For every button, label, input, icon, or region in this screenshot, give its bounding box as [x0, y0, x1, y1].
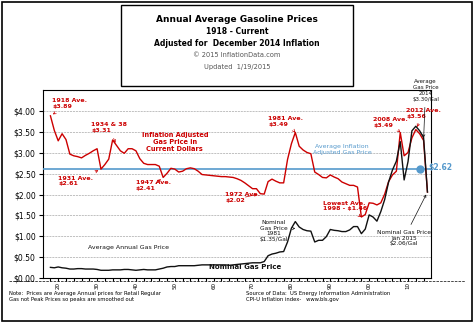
Text: Nominal
Gas Price
1981
$1.35/Gal: Nominal Gas Price 1981 $1.35/Gal	[260, 220, 294, 242]
Text: Lowest Ave.
1998 - $1.46: Lowest Ave. 1998 - $1.46	[322, 201, 367, 216]
Text: 2012 Ave.
$3.56: 2012 Ave. $3.56	[406, 108, 441, 126]
Text: Updated  1/19/2015: Updated 1/19/2015	[204, 64, 270, 70]
Text: Nominal Gas Price
Jan 2015
$2.06/Gal: Nominal Gas Price Jan 2015 $2.06/Gal	[377, 195, 431, 246]
Text: Average
Gas Price
2014
$3.30/Gal: Average Gas Price 2014 $3.30/Gal	[412, 79, 439, 137]
Text: 1972 Ave.
$2.02: 1972 Ave. $2.02	[225, 192, 260, 203]
Text: 1981 Ave.
$3.49: 1981 Ave. $3.49	[268, 116, 303, 132]
Text: Average Inflation
Adjusted Gas Price: Average Inflation Adjusted Gas Price	[312, 144, 371, 155]
Text: Adjusted for  December 2014 Inflation: Adjusted for December 2014 Inflation	[154, 39, 320, 48]
Text: $2.62: $2.62	[428, 162, 453, 172]
Text: Note:  Prices are Average Annual prices for Retail Regular
Gas not Peak Prices s: Note: Prices are Average Annual prices f…	[9, 291, 162, 301]
Text: 1947 Ave.
$2.41: 1947 Ave. $2.41	[136, 180, 171, 191]
Text: 1931 Ave.
$2.61: 1931 Ave. $2.61	[58, 171, 98, 186]
Text: © 2015 InflationData.com: © 2015 InflationData.com	[193, 52, 281, 58]
Text: 1918 - Current: 1918 - Current	[206, 27, 268, 36]
Text: Nominal Gas Price: Nominal Gas Price	[209, 264, 281, 270]
Text: 1918 Ave.
$3.89: 1918 Ave. $3.89	[53, 98, 87, 114]
Text: 1934 & 38
$3.31: 1934 & 38 $3.31	[91, 122, 127, 142]
Text: Average Annual Gas Price: Average Annual Gas Price	[88, 245, 169, 250]
Text: Inflation Adjusted
Gas Price in
Current Dollars: Inflation Adjusted Gas Price in Current …	[142, 132, 208, 152]
Text: 2008 Ave.
$3.49: 2008 Ave. $3.49	[373, 117, 408, 132]
Text: Source of Data:  US Energy Information Administration
CPI-U Inflation index-   w: Source of Data: US Energy Information Ad…	[246, 291, 391, 301]
Text: Annual Average Gasoline Prices: Annual Average Gasoline Prices	[156, 15, 318, 24]
